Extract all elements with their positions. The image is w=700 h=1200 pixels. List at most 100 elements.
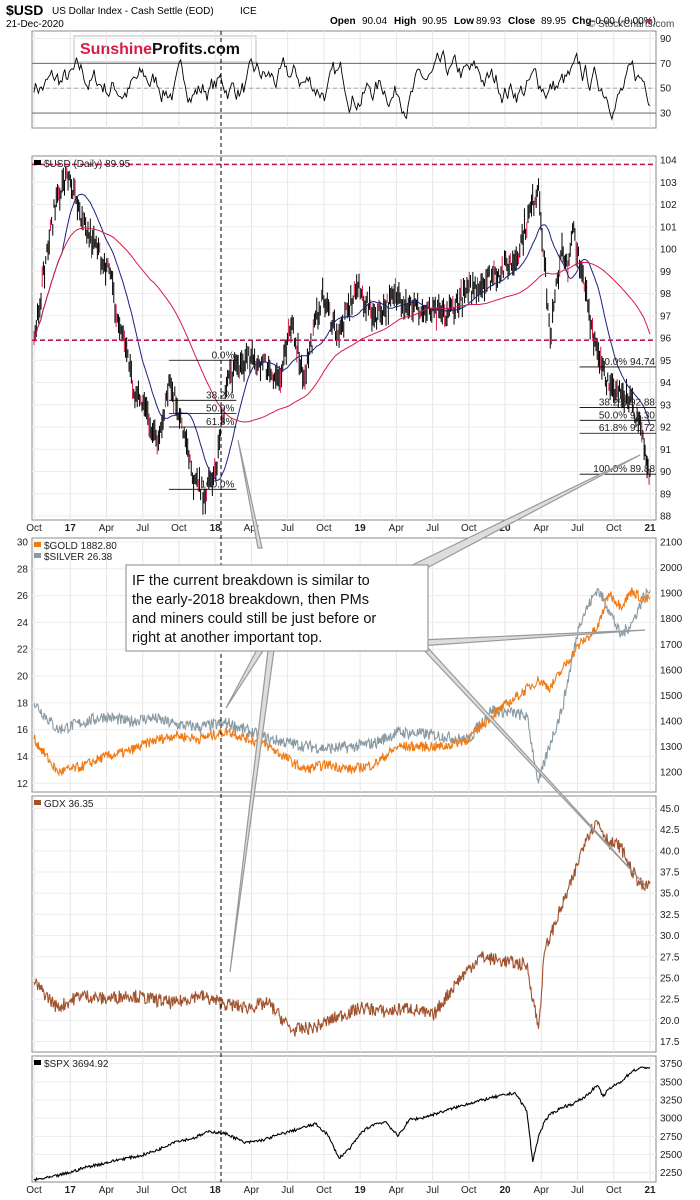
tick-labels-layer: Oct Oct 17 17 Apr Apr Jul Jul Oct Oct 18 18 Apr Apr Ju…	[17, 34, 683, 1196]
annotation-callout: IF the current breakdown is similar to t…	[125, 564, 429, 652]
x-tick-label: Oct	[26, 1185, 42, 1196]
y-tick-label: 3750	[660, 1059, 683, 1070]
y-tick-label: 94	[660, 378, 672, 389]
x-tick-label: 18	[210, 1185, 222, 1196]
y-tick-label: 100	[660, 245, 677, 256]
y-tick-label: 102	[660, 200, 677, 211]
y-tick-label: 90	[660, 467, 672, 478]
x-tick-label: Apr	[244, 1185, 260, 1196]
y-tick-label: 30.0	[660, 931, 680, 942]
y-tick-label: 92	[660, 423, 672, 434]
y-tick-label: 35.0	[660, 889, 680, 900]
sunshine-profits-logo: SunshineProfits.com	[73, 35, 257, 63]
callout-pointer-usd2018	[237, 439, 263, 549]
x-tick-label: Apr	[534, 523, 550, 534]
x-tick-label: Oct	[606, 523, 622, 534]
silver-line	[33, 587, 651, 784]
silver-panel-title-marker	[34, 553, 41, 558]
x-tick-label: 20	[499, 523, 511, 534]
y-tick-label: 22.5	[660, 995, 680, 1006]
y-tick-label-right: 1200	[660, 768, 683, 779]
y-tick-label-left: 22	[17, 645, 29, 656]
fib-2018-label: 0.0%	[212, 350, 235, 361]
x-tick-label: Jul	[281, 523, 294, 534]
chart-header: $USD US Dollar Index - Cash Settle (EOD)…	[6, 2, 674, 30]
chg-down-arrow-icon	[646, 19, 652, 24]
x-tick-label: Apr	[99, 523, 115, 534]
x-tick-label: Oct	[171, 1185, 187, 1196]
high-label: High	[394, 16, 416, 27]
callout-pointer-gdx2020	[418, 644, 646, 886]
svg-text:SunshineProfits.com: SunshineProfits.com	[80, 41, 240, 58]
annotation-box	[125, 564, 429, 652]
gdx-line	[33, 820, 651, 1037]
y-tick-label-left: 18	[17, 698, 29, 709]
y-tick-label: 30	[660, 109, 672, 120]
y-tick-label: 50	[660, 84, 672, 95]
y-tick-label-left: 24	[17, 618, 29, 629]
y-tick-label: 32.5	[660, 910, 680, 921]
y-tick-label-left: 30	[17, 538, 29, 549]
fib-2020-label: 38.2% 92.88	[599, 397, 656, 408]
y-tick-label: 70	[660, 59, 672, 70]
low-value: 89.93	[476, 16, 501, 27]
x-tick-label: Apr	[534, 1185, 550, 1196]
x-tick-label: Jul	[571, 1185, 584, 1196]
y-tick-label: 103	[660, 178, 677, 189]
chg-label: Chg	[572, 16, 591, 27]
header-date: 21-Dec-2020	[6, 19, 64, 30]
annotation-line-4: right at another important top.	[132, 630, 322, 646]
callout-pointer-gold2020	[419, 629, 646, 647]
open-label: Open	[330, 16, 356, 27]
y-tick-label: 95	[660, 356, 672, 367]
y-tick-label-right: 1900	[660, 589, 683, 600]
x-tick-label: Oct	[171, 523, 187, 534]
header-exchange: ICE	[240, 6, 257, 17]
y-tick-label-right: 1400	[660, 716, 683, 727]
fib-2018-label: 61.8%	[206, 417, 234, 428]
x-tick-label: Jul	[426, 523, 439, 534]
panel-titles-layer: $USD (Daily) 89.95 $GOLD 1882.80$SILVER 2…	[34, 159, 131, 1070]
annotation-line-1: IF the current breakdown is similar to	[132, 573, 370, 589]
rsi-panel-frame	[31, 30, 657, 129]
logo-sunshine-text: Sunshine	[80, 41, 152, 58]
y-tick-label: 101	[660, 222, 677, 233]
y-tick-label: 98	[660, 289, 672, 300]
silver-panel-title: $SILVER 26.38	[44, 552, 113, 563]
annotation-line-3: and miners could still be just before or	[132, 611, 376, 627]
callout-pointer-gdx2018	[229, 649, 275, 973]
y-tick-label: 3000	[660, 1114, 683, 1125]
logo-box	[73, 35, 257, 63]
gdx-panel-frame	[31, 795, 657, 1053]
y-tick-label: 45.0	[660, 804, 680, 815]
close-value: 89.95	[541, 16, 566, 27]
y-tick-label: 88	[660, 512, 672, 523]
x-tick-label: 19	[355, 523, 367, 534]
usd-panel-title-marker	[34, 160, 41, 165]
y-tick-label: 2500	[660, 1150, 683, 1161]
series-layer	[33, 49, 651, 1182]
x-tick-label: Jul	[136, 523, 149, 534]
y-tick-label-right: 1800	[660, 614, 683, 625]
x-tick-label: Apr	[99, 1185, 115, 1196]
logo-profits-text: Profits.com	[152, 41, 240, 58]
y-tick-label-right: 1700	[660, 640, 683, 651]
y-tick-label: 91	[660, 445, 672, 456]
x-tick-label: Jul	[426, 1185, 439, 1196]
x-tick-label: Oct	[606, 1185, 622, 1196]
y-tick-label-left: 12	[17, 779, 29, 790]
gdx-panel-title-marker	[34, 800, 41, 805]
spx-panel-frame	[31, 1055, 657, 1183]
y-tick-label-right: 2000	[660, 563, 683, 574]
y-tick-label: 89	[660, 489, 672, 500]
y-tick-label: 17.5	[660, 1037, 680, 1048]
fib-2018-label: 50.0%	[206, 404, 234, 415]
spx-line	[33, 1066, 651, 1182]
gold-line	[33, 587, 651, 777]
x-tick-label: Jul	[571, 523, 584, 534]
y-tick-label: 3500	[660, 1077, 683, 1088]
header-name: US Dollar Index - Cash Settle (EOD)	[52, 6, 214, 17]
y-tick-label-left: 20	[17, 672, 29, 683]
x-tick-label: 17	[65, 1185, 77, 1196]
